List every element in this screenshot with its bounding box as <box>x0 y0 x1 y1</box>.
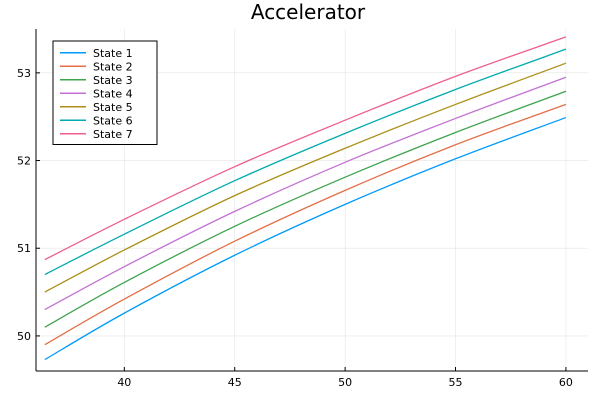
legend-label: State 2 <box>93 60 133 73</box>
legend-label: State 5 <box>93 101 133 114</box>
series-line-state-2 <box>44 103 567 346</box>
series-line-state-5 <box>44 62 567 293</box>
series-line-state-7 <box>44 36 567 261</box>
axes: 40 45 50 55 60 50 51 52 53 <box>17 29 588 389</box>
legend-label: State 4 <box>93 87 133 100</box>
y-tick-label: 51 <box>17 242 31 255</box>
y-tick-label: 52 <box>17 155 31 168</box>
legend-label: State 1 <box>93 47 133 60</box>
legend-label: State 7 <box>93 128 133 141</box>
x-tick-label: 55 <box>449 376 463 389</box>
x-tick-label: 45 <box>228 376 242 389</box>
chart-title: Accelerator <box>251 0 366 24</box>
plot-area <box>44 36 567 361</box>
x-tick-label: 40 <box>117 376 131 389</box>
series-line-state-4 <box>44 76 567 311</box>
legend-label: State 6 <box>93 114 133 127</box>
series-line-state-3 <box>44 90 567 328</box>
x-tick-label: 60 <box>559 376 573 389</box>
series-line-state-1 <box>44 116 567 361</box>
series-line-state-6 <box>44 48 567 276</box>
x-tick-label: 50 <box>338 376 352 389</box>
y-tick-label: 50 <box>17 330 31 343</box>
y-tick-label: 53 <box>17 67 31 80</box>
legend-label: State 3 <box>93 74 133 87</box>
